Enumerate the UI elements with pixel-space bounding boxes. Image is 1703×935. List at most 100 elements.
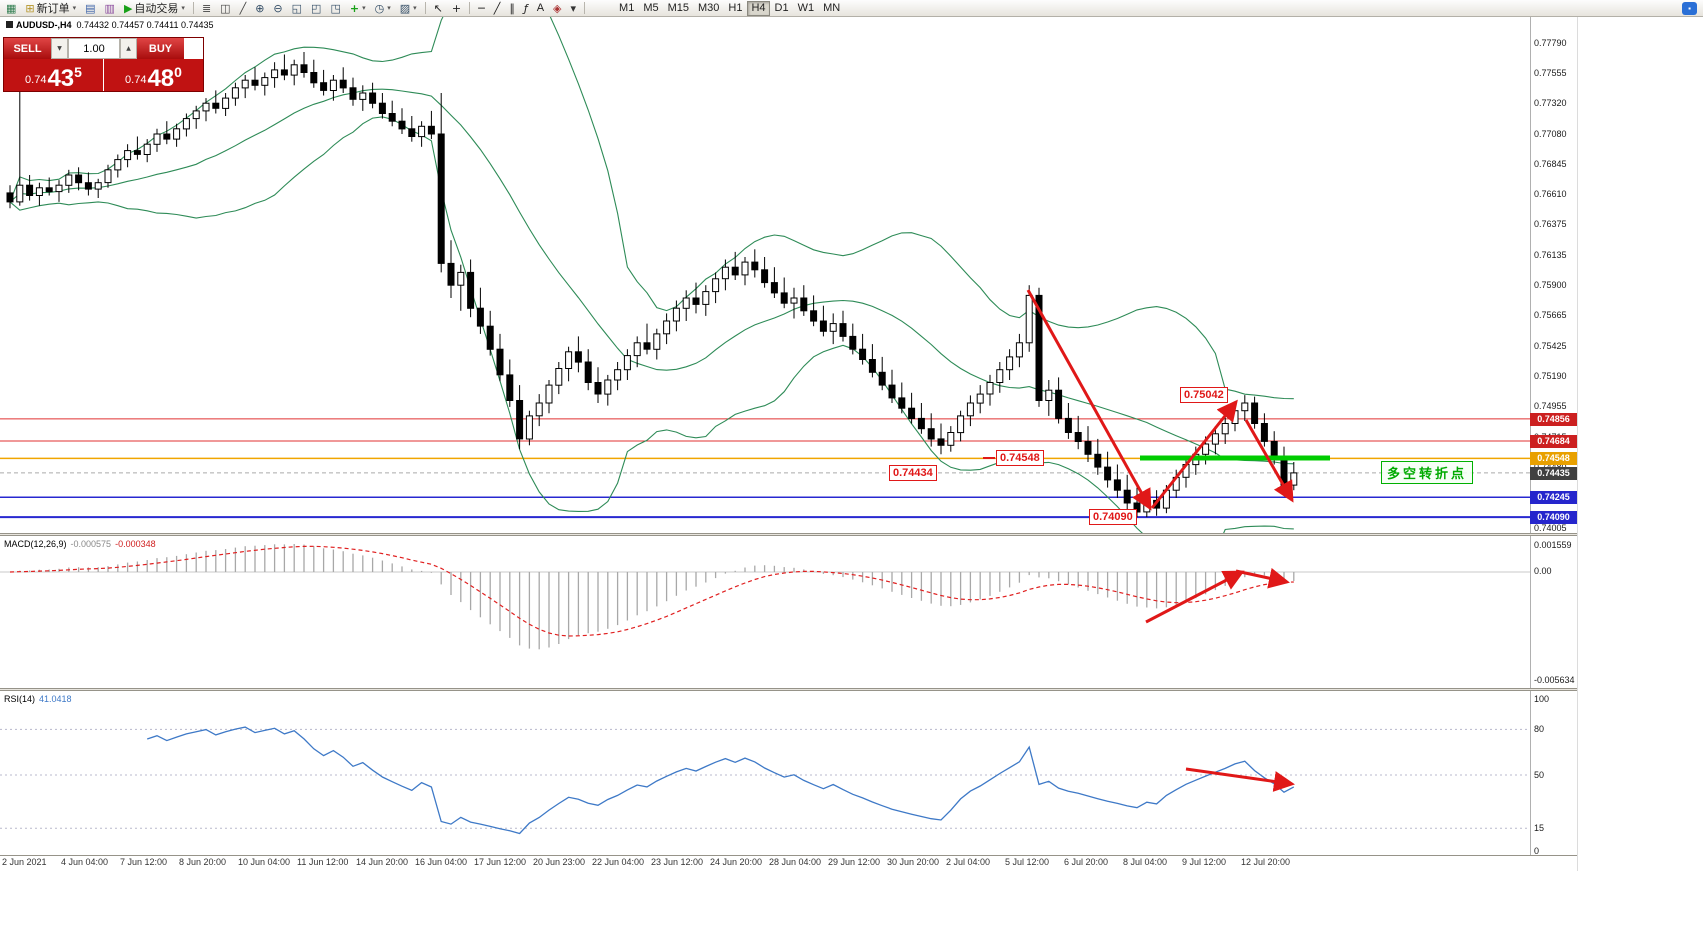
bar-chart-button[interactable]: [198, 1, 215, 16]
lot-up-button[interactable]: [120, 38, 137, 59]
templates-button[interactable]: ▾: [396, 1, 421, 16]
sell-price-prefix: 0.74: [25, 74, 47, 86]
cascade-windows-button[interactable]: [307, 1, 325, 16]
fibonacci-tool-button[interactable]: [520, 1, 532, 16]
indicators-icon: [350, 3, 359, 14]
time-axis-label: 29 Jun 12:00: [828, 857, 881, 867]
crosshair-button[interactable]: [448, 1, 465, 16]
zoom-out-button[interactable]: [269, 1, 286, 16]
rsi-scale-label: 15: [1534, 823, 1545, 834]
macd-panel[interactable]: [0, 536, 1530, 688]
lot-size-input[interactable]: [68, 38, 120, 59]
buy-button[interactable]: BUY: [137, 38, 184, 59]
price-axis-label: 0.76610: [1534, 189, 1567, 200]
sell-button[interactable]: SELL: [4, 38, 51, 59]
zoom-in-button[interactable]: [251, 1, 268, 16]
periods-icon: [375, 3, 385, 14]
buy-price-button[interactable]: 0.74 48 0: [104, 59, 203, 91]
time-axis[interactable]: [0, 855, 1577, 871]
tab-timeframe-h1[interactable]: H1: [724, 1, 746, 16]
rsi-scale-label: 80: [1534, 724, 1545, 735]
rsi-value: 41.0418: [39, 694, 72, 704]
text-tool-icon: A: [536, 2, 545, 14]
price-annotation[interactable]: 0.74090: [1089, 509, 1137, 525]
price-axis-label: 0.76845: [1534, 159, 1567, 170]
horizontal-level-lines[interactable]: [0, 418, 1530, 519]
autotrading-button[interactable]: 自动交易▾: [120, 1, 189, 16]
autotrading-icon: [124, 3, 132, 14]
tab-timeframe-m5[interactable]: M5: [639, 1, 662, 16]
time-axis-label: 30 Jun 20:00: [887, 857, 940, 867]
tile-windows-button[interactable]: [288, 1, 306, 16]
rsi-scale-label: 100: [1534, 694, 1550, 704]
tab-timeframe-d1[interactable]: D1: [771, 1, 793, 16]
crosshair-icon: [452, 3, 461, 14]
sell-price-big: 43: [47, 64, 75, 92]
price-annotation[interactable]: 0.74434: [889, 465, 937, 481]
turning-point-label[interactable]: 多空转折点: [1381, 461, 1474, 484]
channel-tool-button[interactable]: [505, 1, 519, 16]
tab-timeframe-h4[interactable]: H4: [747, 0, 770, 16]
price-marker: 0.74548: [1530, 452, 1577, 466]
tab-timeframe-m15[interactable]: M15: [664, 1, 693, 16]
panel-separator[interactable]: [0, 688, 1577, 691]
symbol-name: AUDUSD-,H4: [16, 20, 72, 30]
text-tool-button[interactable]: A: [533, 1, 548, 16]
rsi-scale-label: 50: [1534, 770, 1545, 780]
tab-timeframe-mn[interactable]: MN: [819, 1, 844, 16]
price-marker: 0.74435: [1530, 466, 1577, 480]
main-chart[interactable]: [0, 17, 1530, 533]
sell-price-button[interactable]: 0.74 43 5: [4, 59, 103, 91]
buy-price-sup: 0: [174, 64, 182, 80]
time-axis-label: 20 Jun 23:00: [533, 857, 586, 867]
candlestick-chart-icon: [220, 3, 230, 14]
indicators-dropdown-icon: ▾: [362, 5, 366, 12]
price-axis-label: 0.75190: [1534, 371, 1567, 382]
time-axis-label: 9 Jul 12:00: [1182, 857, 1227, 867]
horizontal-line-icon: [478, 3, 485, 14]
time-axis-label: 4 Jun 04:00: [61, 857, 109, 867]
horizontal-line-tool-button[interactable]: [474, 1, 489, 16]
time-axis-label: 2 Jun 2021: [2, 857, 47, 867]
time-axis-label: 22 Jun 04:00: [592, 857, 645, 867]
rsi-panel[interactable]: [0, 691, 1530, 855]
price-axis-label: 0.75900: [1534, 280, 1567, 291]
line-chart-button[interactable]: [236, 1, 251, 16]
cascade-windows-icon: [311, 3, 321, 14]
tab-timeframe-m30[interactable]: M30: [694, 1, 723, 16]
cursor-button[interactable]: [430, 1, 447, 16]
price-annotation[interactable]: 0.75042: [1180, 387, 1228, 403]
arrange-windows-button[interactable]: [326, 1, 344, 16]
window-edge: [1577, 17, 1578, 871]
toolbar-separator: [584, 2, 586, 14]
label-tool-button[interactable]: [549, 1, 565, 16]
fibonacci-icon: [524, 3, 528, 14]
buy-price-big: 48: [147, 64, 175, 92]
new-order-button[interactable]: 新订单▾: [21, 1, 80, 16]
timeframe-buttons: M1 M5 M15 M30 H1 H4 D1 W1 MN: [615, 0, 844, 16]
templates-icon: [400, 3, 410, 14]
tab-timeframe-w1[interactable]: W1: [794, 1, 819, 16]
price-annotation[interactable]: 0.74548: [996, 450, 1044, 466]
rsi-scale-label: 0: [1534, 846, 1540, 856]
price-axis-label: 0.77555: [1534, 68, 1567, 79]
price-axis-label: 0.74955: [1534, 401, 1567, 412]
data-window-button[interactable]: [101, 1, 119, 16]
panel-separator[interactable]: [0, 533, 1577, 536]
rsi-label: RSI(14) 41.0418: [4, 694, 72, 704]
time-axis-label: 6 Jul 20:00: [1064, 857, 1109, 867]
price-marker: 0.74684: [1530, 434, 1577, 448]
new-order-icon: [25, 3, 34, 14]
tab-timeframe-m1[interactable]: M1: [615, 1, 638, 16]
trendline-tool-button[interactable]: [490, 1, 505, 16]
shapes-dropdown-button[interactable]: [567, 1, 581, 16]
candlestick-chart-button[interactable]: [216, 1, 234, 16]
periods-button[interactable]: ▾: [371, 1, 395, 16]
chart-window-button[interactable]: [2, 1, 20, 16]
lot-down-button[interactable]: [51, 38, 68, 59]
indicators-button[interactable]: ▾: [346, 1, 370, 16]
community-icon[interactable]: [1682, 1, 1697, 15]
market-watch-button[interactable]: [81, 1, 99, 16]
